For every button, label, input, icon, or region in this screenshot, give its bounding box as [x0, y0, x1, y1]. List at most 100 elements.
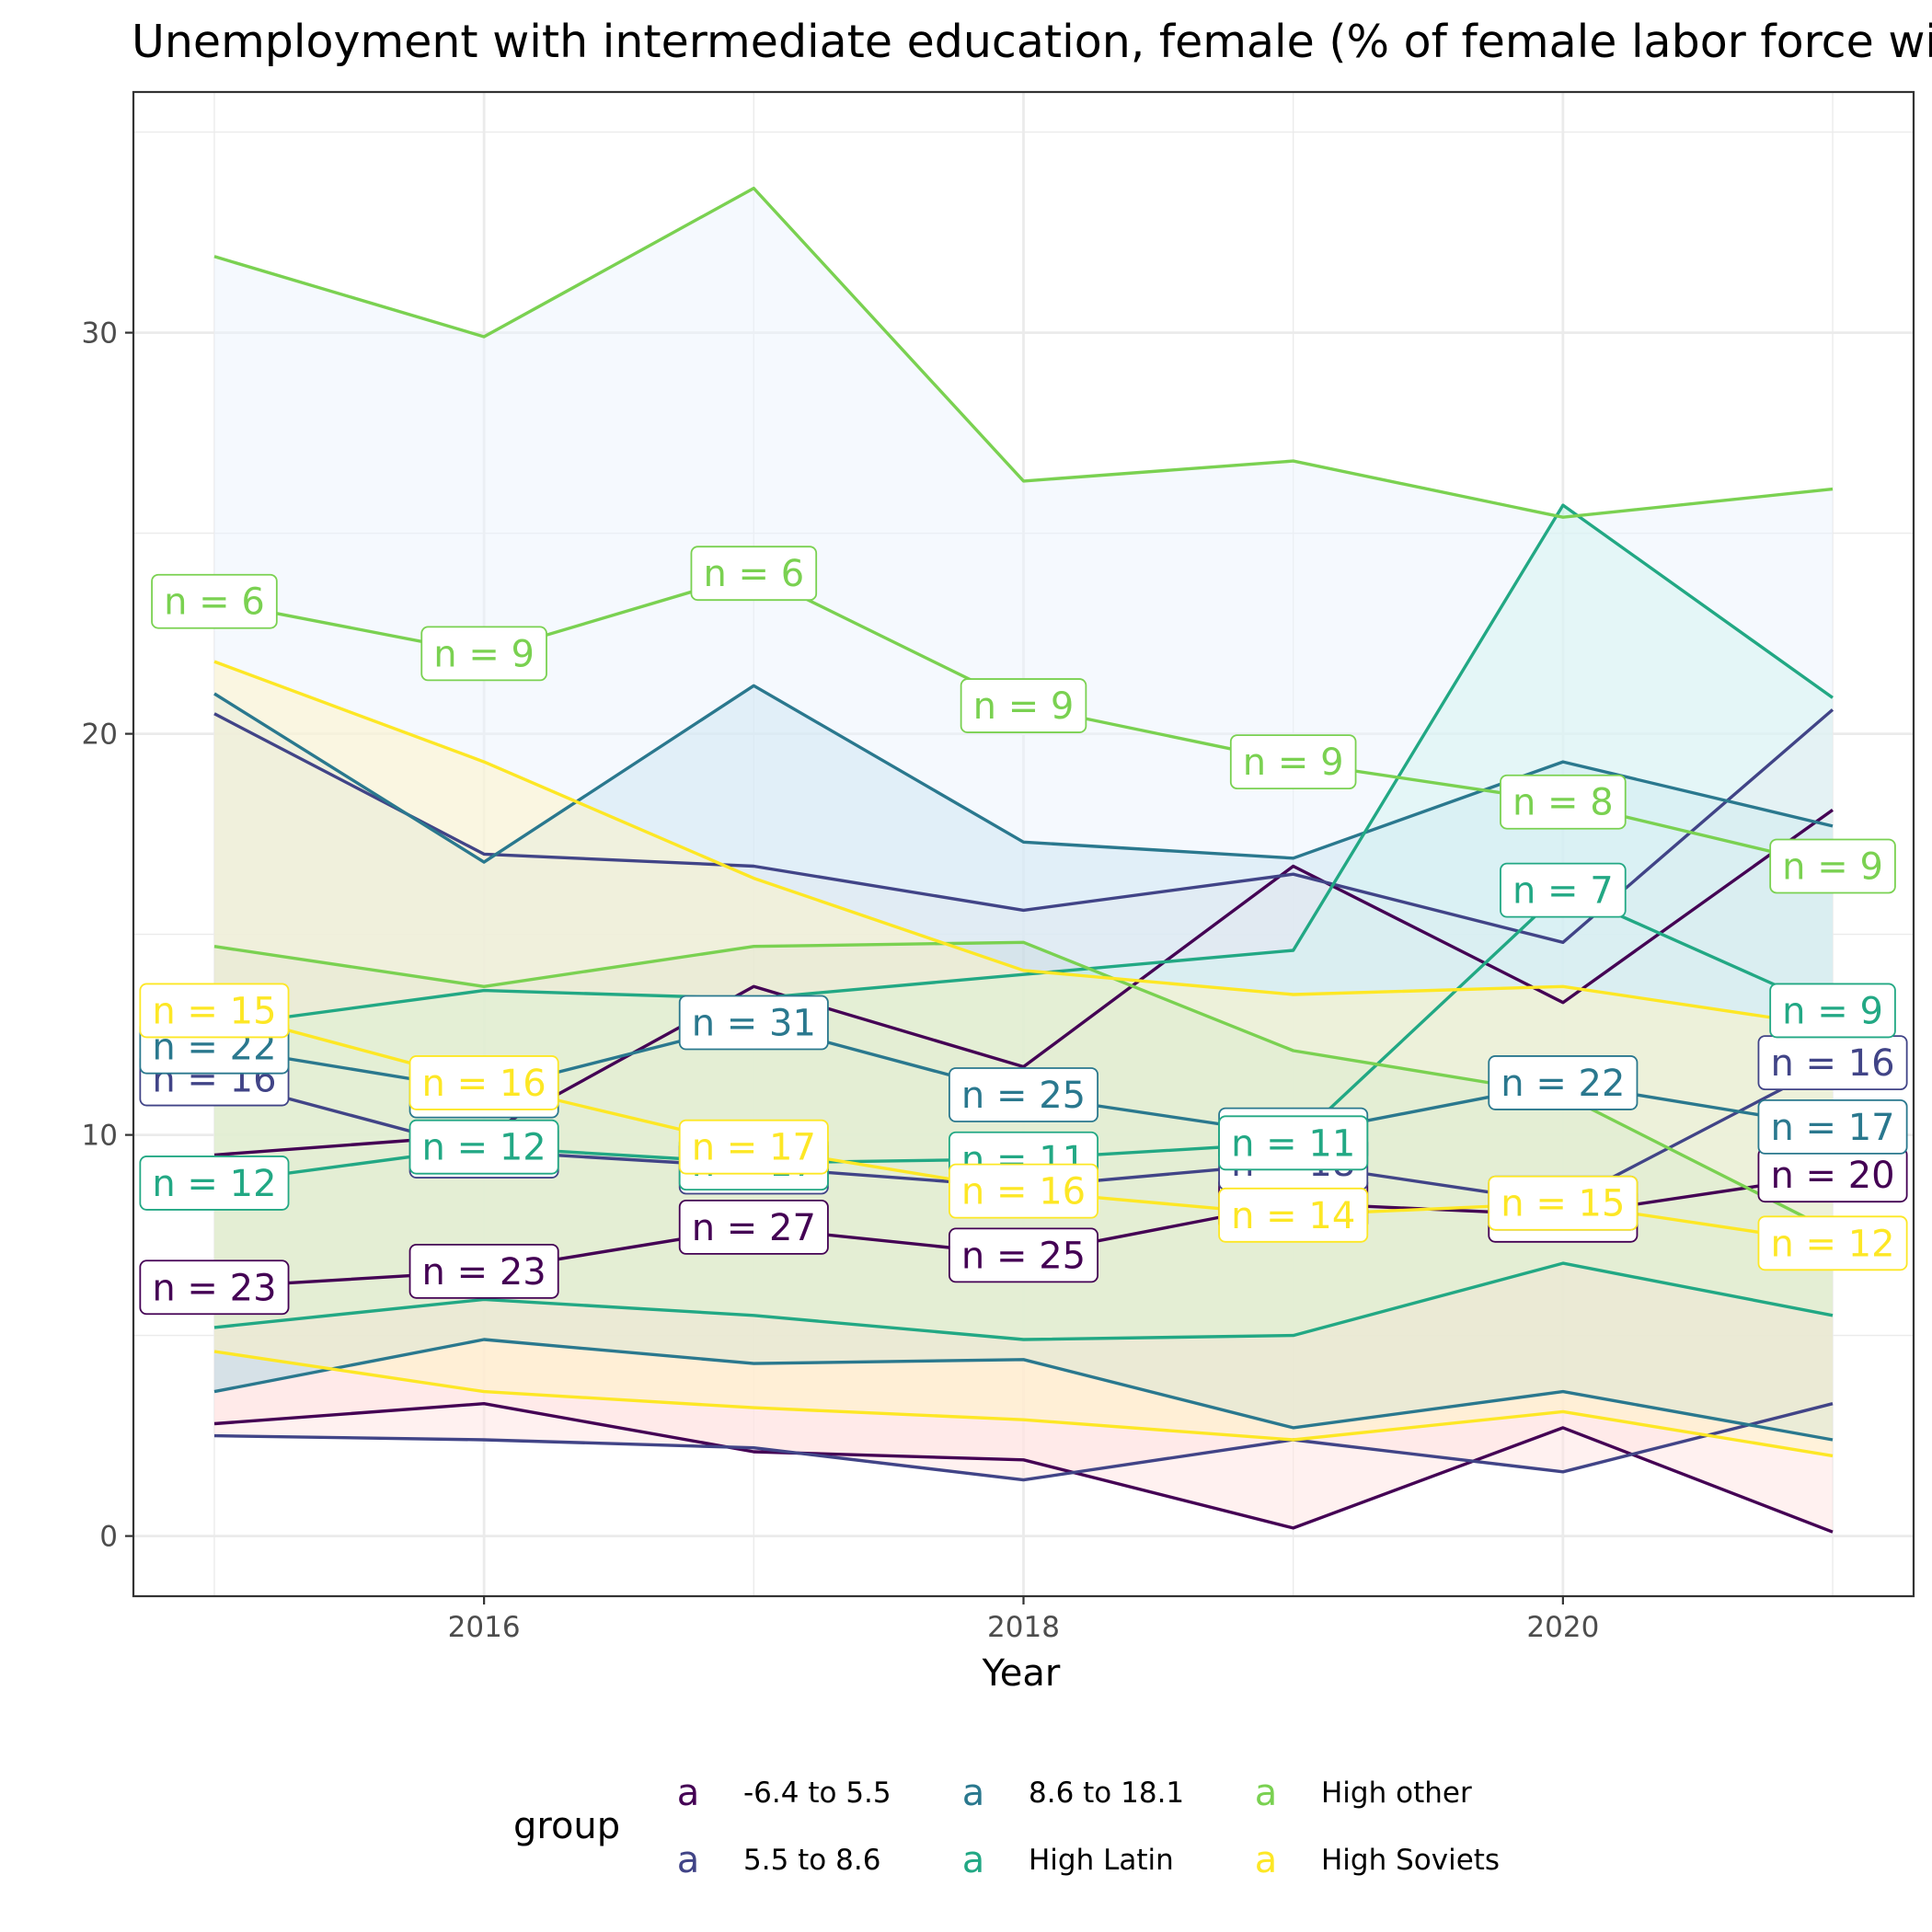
- legend-label: 5.5 to 8.6: [743, 1844, 880, 1877]
- n-label-box: [678, 1119, 829, 1175]
- n-label-box: [408, 1119, 559, 1175]
- legend-key-glyph: a: [962, 1839, 985, 1881]
- n-label-text: n = 12: [152, 1163, 276, 1205]
- n-label-box: [948, 1227, 1099, 1283]
- n-labels: n = 23 n = 23 n = 27 n = 25 n = 25 n = 22 n = …: [139, 546, 1908, 1316]
- n-label-box: [690, 546, 818, 602]
- n-label-high-other-2017: n = 6: [690, 546, 818, 602]
- n-label-box: [948, 1163, 1099, 1219]
- n-label-text: n = 17: [692, 1127, 816, 1169]
- n-label-text: n = 15: [152, 990, 276, 1032]
- n-label-text: n = 11: [1231, 1122, 1355, 1165]
- n-label-text: n = 12: [422, 1127, 546, 1169]
- x-tick-label: 2020: [1526, 1611, 1599, 1644]
- n-label-6-4-to-5-5-2015: n = 23: [139, 1259, 290, 1316]
- chart-title: Unemployment with intermediate education…: [132, 16, 1932, 68]
- n-label-text: n = 16: [961, 1171, 1086, 1213]
- n-label-box: [678, 1199, 829, 1255]
- n-label-text: n = 23: [422, 1251, 546, 1294]
- y-tick-label: 20: [82, 719, 118, 752]
- n-label-high-other-2021: n = 9: [1769, 838, 1896, 894]
- legend-item-high-other: a High other: [1255, 1772, 1472, 1814]
- n-label-box: [1769, 838, 1896, 894]
- legend-item-high-soviets: a High Soviets: [1255, 1839, 1500, 1881]
- n-label-text: n = 14: [1231, 1195, 1355, 1237]
- n-label-text: n = 23: [152, 1267, 276, 1309]
- legend-key-glyph: a: [962, 1772, 985, 1814]
- x-axis: 2016 2018 2020: [448, 1596, 1599, 1644]
- legend-item-6-4-to-5-5: a -6.4 to 5.5: [677, 1772, 891, 1814]
- n-label-text: n = 6: [164, 581, 265, 624]
- y-axis: 0 10 20 30: [82, 317, 133, 1554]
- n-label-high-soviets-2019: n = 14: [1218, 1187, 1369, 1243]
- x-tick-label: 2018: [987, 1611, 1060, 1644]
- n-label-box: [408, 1055, 559, 1110]
- n-label-6-4-to-5-5-2018: n = 25: [948, 1227, 1099, 1283]
- line-high-8-6-to-18-1: [213, 684, 1834, 864]
- legend-title: group: [513, 1805, 620, 1847]
- n-label-8-6-to-18-1-2021: n = 17: [1757, 1098, 1908, 1155]
- n-label-box: [139, 1156, 290, 1211]
- legend-key-glyph: a: [677, 1839, 700, 1881]
- n-label-high-other-2020: n = 8: [1500, 774, 1627, 830]
- n-label-text: n = 9: [433, 633, 535, 675]
- n-label-box: [1769, 983, 1896, 1039]
- n-label-text: n = 16: [422, 1063, 546, 1105]
- n-label-text: n = 8: [1512, 782, 1614, 824]
- n-label-box: [1757, 1215, 1908, 1271]
- n-label-box: [1757, 1098, 1908, 1155]
- legend-key-glyph: a: [1255, 1839, 1278, 1881]
- legend-label: 8.6 to 18.1: [1029, 1777, 1184, 1810]
- legend-item-8-6-to-18-1: a 8.6 to 18.1: [962, 1772, 1184, 1814]
- n-label-text: n = 9: [973, 685, 1075, 728]
- n-label-text: n = 9: [1782, 990, 1883, 1032]
- n-label-high-latin-2021: n = 9: [1769, 983, 1896, 1039]
- n-label-box: [139, 1259, 290, 1316]
- n-label-high-soviets-2018: n = 16: [948, 1163, 1099, 1219]
- x-axis-title: Year: [982, 1652, 1061, 1695]
- n-label-box: [1229, 734, 1357, 790]
- n-label-high-soviets-2016: n = 16: [408, 1055, 559, 1110]
- line-low-8-6-to-18-1: [213, 1338, 1834, 1442]
- line-low-high-soviets: [213, 1350, 1834, 1458]
- n-label-box: [1488, 1175, 1639, 1231]
- n-label-box: [1488, 1055, 1639, 1110]
- legend: group a -6.4 to 5.5 a 5.5 to 8.6 a 8.6 to 18.…: [513, 1772, 1500, 1881]
- n-label-text: n = 25: [961, 1235, 1086, 1277]
- n-label-text: n = 17: [1770, 1107, 1894, 1149]
- n-label-high-soviets-2020: n = 15: [1488, 1175, 1639, 1231]
- n-label-box: [1500, 774, 1627, 830]
- y-tick-label: 0: [99, 1521, 118, 1554]
- n-label-high-other-2019: n = 9: [1229, 734, 1357, 790]
- n-label-box: [1218, 1187, 1369, 1243]
- n-label-text: n = 25: [961, 1075, 1086, 1117]
- n-label-6-4-to-5-5-2016: n = 23: [408, 1243, 559, 1299]
- x-tick-label: 2016: [448, 1611, 521, 1644]
- n-label-text: n = 7: [1512, 870, 1614, 913]
- n-label-high-latin-2020: n = 7: [1500, 862, 1627, 918]
- n-label-high-other-2015: n = 6: [151, 573, 278, 629]
- n-label-text: n = 27: [692, 1207, 816, 1249]
- n-label-text: n = 20: [1770, 1155, 1894, 1197]
- legend-label: High Soviets: [1321, 1844, 1500, 1877]
- n-label-box: [408, 1243, 559, 1299]
- n-label-6-4-to-5-5-2017: n = 27: [678, 1199, 829, 1255]
- legend-item-5-5-to-8-6: a 5.5 to 8.6: [677, 1839, 881, 1881]
- line-low-6-4-to-5-5: [213, 1401, 1834, 1534]
- legend-label: High Latin: [1029, 1844, 1174, 1877]
- n-label-box: [1500, 862, 1627, 918]
- line-high-5-5-to-8-6: [213, 708, 1834, 945]
- n-label-text: n = 31: [692, 1003, 816, 1045]
- n-label-high-latin-2019: n = 11: [1218, 1115, 1369, 1171]
- legend-label: -6.4 to 5.5: [743, 1777, 891, 1810]
- n-label-text: n = 15: [1501, 1183, 1625, 1225]
- n-label-text: n = 16: [1770, 1042, 1894, 1085]
- n-label-text: n = 22: [1501, 1063, 1625, 1105]
- n-label-high-soviets-2021: n = 12: [1757, 1215, 1908, 1271]
- n-label-box: [960, 678, 1087, 733]
- legend-key-glyph: a: [1255, 1772, 1278, 1814]
- n-label-text: n = 12: [1770, 1223, 1894, 1265]
- line-high-high-soviets: [213, 660, 1834, 1029]
- n-label-high-soviets-2015: n = 15: [139, 983, 290, 1039]
